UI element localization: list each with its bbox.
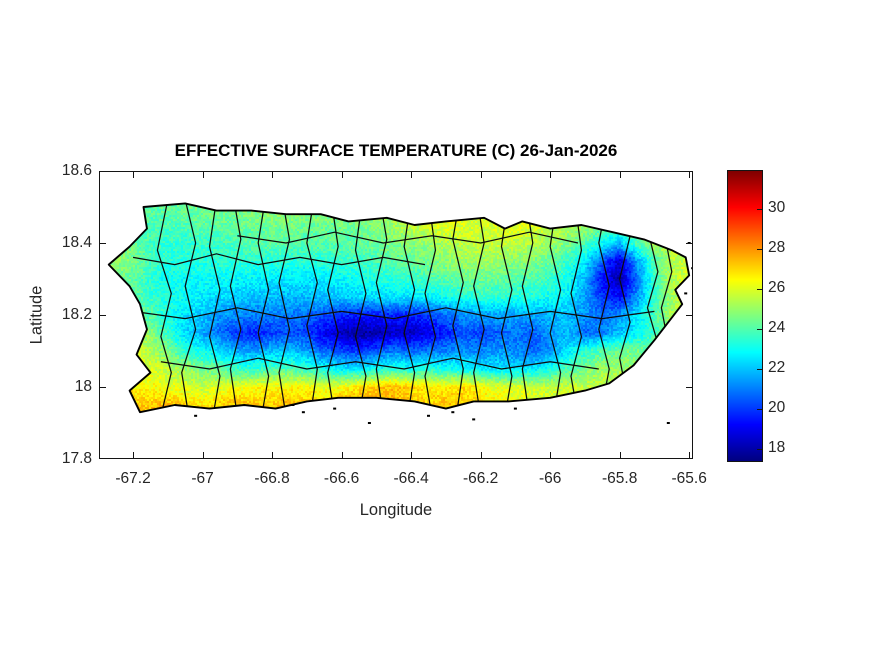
colorbar-gradient-canvas xyxy=(728,171,762,461)
y-tick-label: 18 xyxy=(74,378,92,395)
axis-frame xyxy=(99,171,693,459)
colorbar-tick-mark xyxy=(757,448,762,450)
y-tick-label: 17.8 xyxy=(61,450,92,467)
colorbar-tick-mark xyxy=(757,288,762,290)
plot-frame xyxy=(99,171,693,459)
x-tick-label: -66.4 xyxy=(393,470,429,487)
colorbar-tick-label: 28 xyxy=(768,239,786,256)
temperature-heatmap-canvas xyxy=(99,171,693,459)
colorbar-tick-mark xyxy=(757,328,762,330)
x-tick-label: -65.8 xyxy=(601,470,638,487)
colorbar-tick-mark xyxy=(757,368,762,370)
chart-title: EFFECTIVE SURFACE TEMPERATURE (C) 26-Jan… xyxy=(174,141,618,160)
y-tick-label: 18.2 xyxy=(61,306,92,323)
x-tick-label: -66 xyxy=(538,470,562,487)
colorbar-tick-label: 26 xyxy=(768,279,786,296)
colorbar-tick-label: 22 xyxy=(768,359,786,376)
colorbar-tick-label: 30 xyxy=(768,199,786,216)
y-tick-label: 18.4 xyxy=(61,234,92,251)
colorbar-tick-mark xyxy=(757,408,762,410)
colorbar-tick-mark xyxy=(757,248,762,250)
x-tick-label: -66.2 xyxy=(462,470,499,487)
x-tick-label: -67.2 xyxy=(115,470,151,487)
x-tick-label: -65.6 xyxy=(671,470,707,487)
colorbar-tick-label: 24 xyxy=(768,319,786,336)
colorbar xyxy=(727,170,763,462)
colorbar-tick-label: 18 xyxy=(768,439,786,456)
colorbar-tick-label: 20 xyxy=(768,399,786,416)
x-tick-label: -66.8 xyxy=(254,470,290,487)
x-tick-label: -66.6 xyxy=(323,470,360,487)
x-axis-label: Longitude xyxy=(359,501,433,519)
y-tick-label: 18.6 xyxy=(61,162,92,179)
colorbar-tick-mark xyxy=(757,208,762,210)
plot-area xyxy=(99,171,693,459)
x-tick-label: -67 xyxy=(191,470,214,487)
